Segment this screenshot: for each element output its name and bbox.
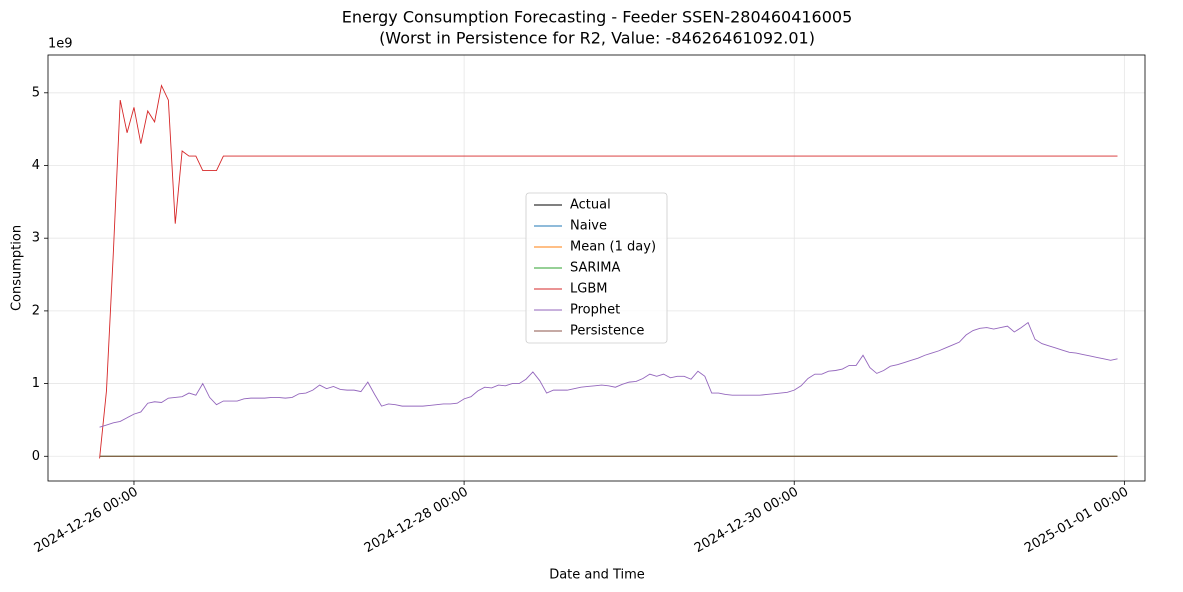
y-offset-text: 1e9 — [48, 37, 73, 52]
legend-label: Naive — [570, 219, 607, 234]
legend-label: Mean (1 day) — [570, 240, 656, 255]
y-tick-label: 5 — [32, 85, 40, 100]
legend-label: LGBM — [570, 282, 607, 297]
chart-subtitle: (Worst in Persistence for R2, Value: -84… — [379, 29, 815, 48]
x-axis-label: Date and Time — [549, 568, 645, 583]
y-axis-label: Consumption — [10, 225, 25, 311]
legend-box — [525, 192, 668, 344]
legend-label: Prophet — [570, 303, 620, 318]
y-tick-label: 0 — [32, 449, 40, 464]
series-line — [99, 84, 1118, 459]
legend-label: Actual — [570, 198, 611, 213]
legend-label: Persistence — [570, 324, 644, 339]
y-tick-label: 1 — [32, 376, 40, 391]
y-tick-label: 2 — [32, 303, 40, 318]
y-tick-label: 4 — [32, 158, 40, 173]
plot-frame — [47, 54, 1146, 482]
chart-title: Energy Consumption Forecasting - Feeder … — [342, 8, 853, 27]
y-tick-label: 3 — [32, 231, 40, 246]
legend-label: SARIMA — [570, 261, 620, 276]
series-line — [99, 321, 1118, 428]
